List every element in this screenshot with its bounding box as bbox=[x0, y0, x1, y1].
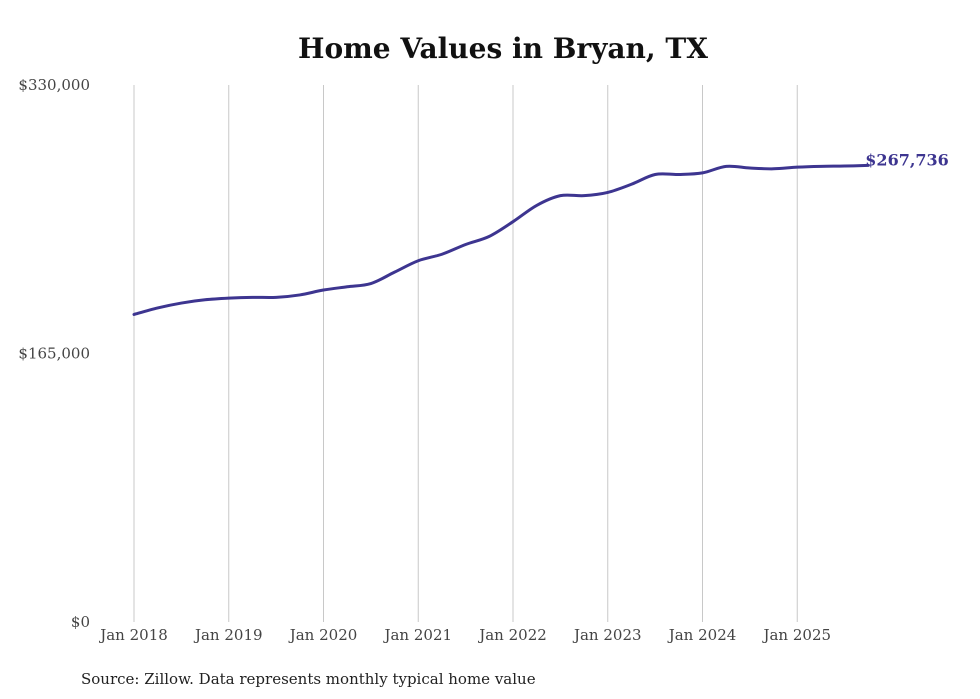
x-tick-label: Jan 2023 bbox=[572, 626, 642, 644]
x-tick-label: Jan 2022 bbox=[477, 626, 547, 644]
y-axis-ticks: $0 $165,000 $330,000 bbox=[18, 76, 90, 631]
x-tick-label: Jan 2019 bbox=[193, 626, 263, 644]
x-axis-ticks: Jan 2018 Jan 2019 Jan 2020 Jan 2021 Jan 2022… bbox=[98, 626, 831, 644]
gridlines bbox=[133, 85, 798, 622]
x-tick-label: Jan 2024 bbox=[667, 626, 737, 644]
source-note: Source: Zillow. Data represents monthly … bbox=[81, 670, 536, 688]
x-tick-label: Jan 2025 bbox=[761, 626, 831, 644]
series bbox=[132, 163, 870, 316]
last-value-label: $267,736 bbox=[865, 150, 949, 169]
x-tick-label: Jan 2021 bbox=[382, 626, 452, 644]
y-tick-label: $0 bbox=[71, 613, 90, 631]
series-line-0 bbox=[132, 163, 870, 316]
y-tick-label: $330,000 bbox=[18, 76, 90, 94]
x-tick-label: Jan 2020 bbox=[288, 626, 358, 644]
y-tick-label: $165,000 bbox=[18, 345, 90, 363]
x-tick-label: Jan 2018 bbox=[98, 626, 168, 644]
chart-title: Home Values in Bryan, TX bbox=[298, 32, 708, 65]
